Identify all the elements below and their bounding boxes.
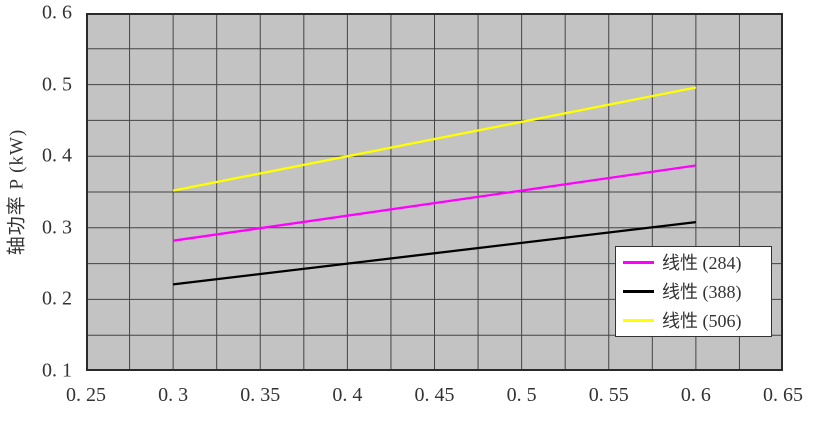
y-tick-label: 0. 3 [42, 216, 72, 239]
series-line-2 [172, 86, 697, 192]
x-tick-label: 0. 55 [588, 384, 629, 406]
y-tick-label: 0. 1 [42, 359, 72, 382]
x-tick-label: 0. 3 [158, 384, 189, 406]
y-tick-label: 0. 4 [42, 144, 72, 167]
x-tick-label: 0. 35 [240, 384, 281, 406]
series-line-0 [172, 164, 697, 242]
y-tick-label: 0. 5 [42, 73, 72, 96]
y-tick-label: 0. 2 [42, 287, 72, 310]
x-tick-label: 0. 6 [680, 384, 711, 406]
legend-item: 线性 (284) [616, 248, 771, 277]
x-tick-label: 0. 5 [506, 384, 537, 406]
legend-item: 线性 (388) [616, 277, 771, 306]
legend-item: 线性 (506) [616, 306, 771, 335]
legend: 线性 (284) 线性 (388) 线性 (506) [615, 246, 772, 337]
legend-line-swatch [623, 261, 654, 264]
x-tick-label: 0. 65 [763, 384, 803, 406]
plot-area [86, 13, 783, 371]
legend-label: 线性 (388) [662, 281, 742, 302]
y-tick-label: 0. 6 [42, 1, 72, 24]
x-tick-label: 0. 25 [66, 384, 106, 406]
legend-label: 线性 (506) [662, 310, 742, 331]
x-tick-label: 0. 4 [332, 384, 363, 406]
gridlines [86, 13, 783, 371]
legend-line-swatch [623, 290, 654, 293]
x-tick-label: 0. 45 [414, 384, 455, 406]
legend-line-swatch [623, 319, 654, 322]
series-line-1 [172, 220, 697, 286]
plot-border [86, 13, 783, 371]
legend-label: 线性 (284) [662, 252, 742, 273]
